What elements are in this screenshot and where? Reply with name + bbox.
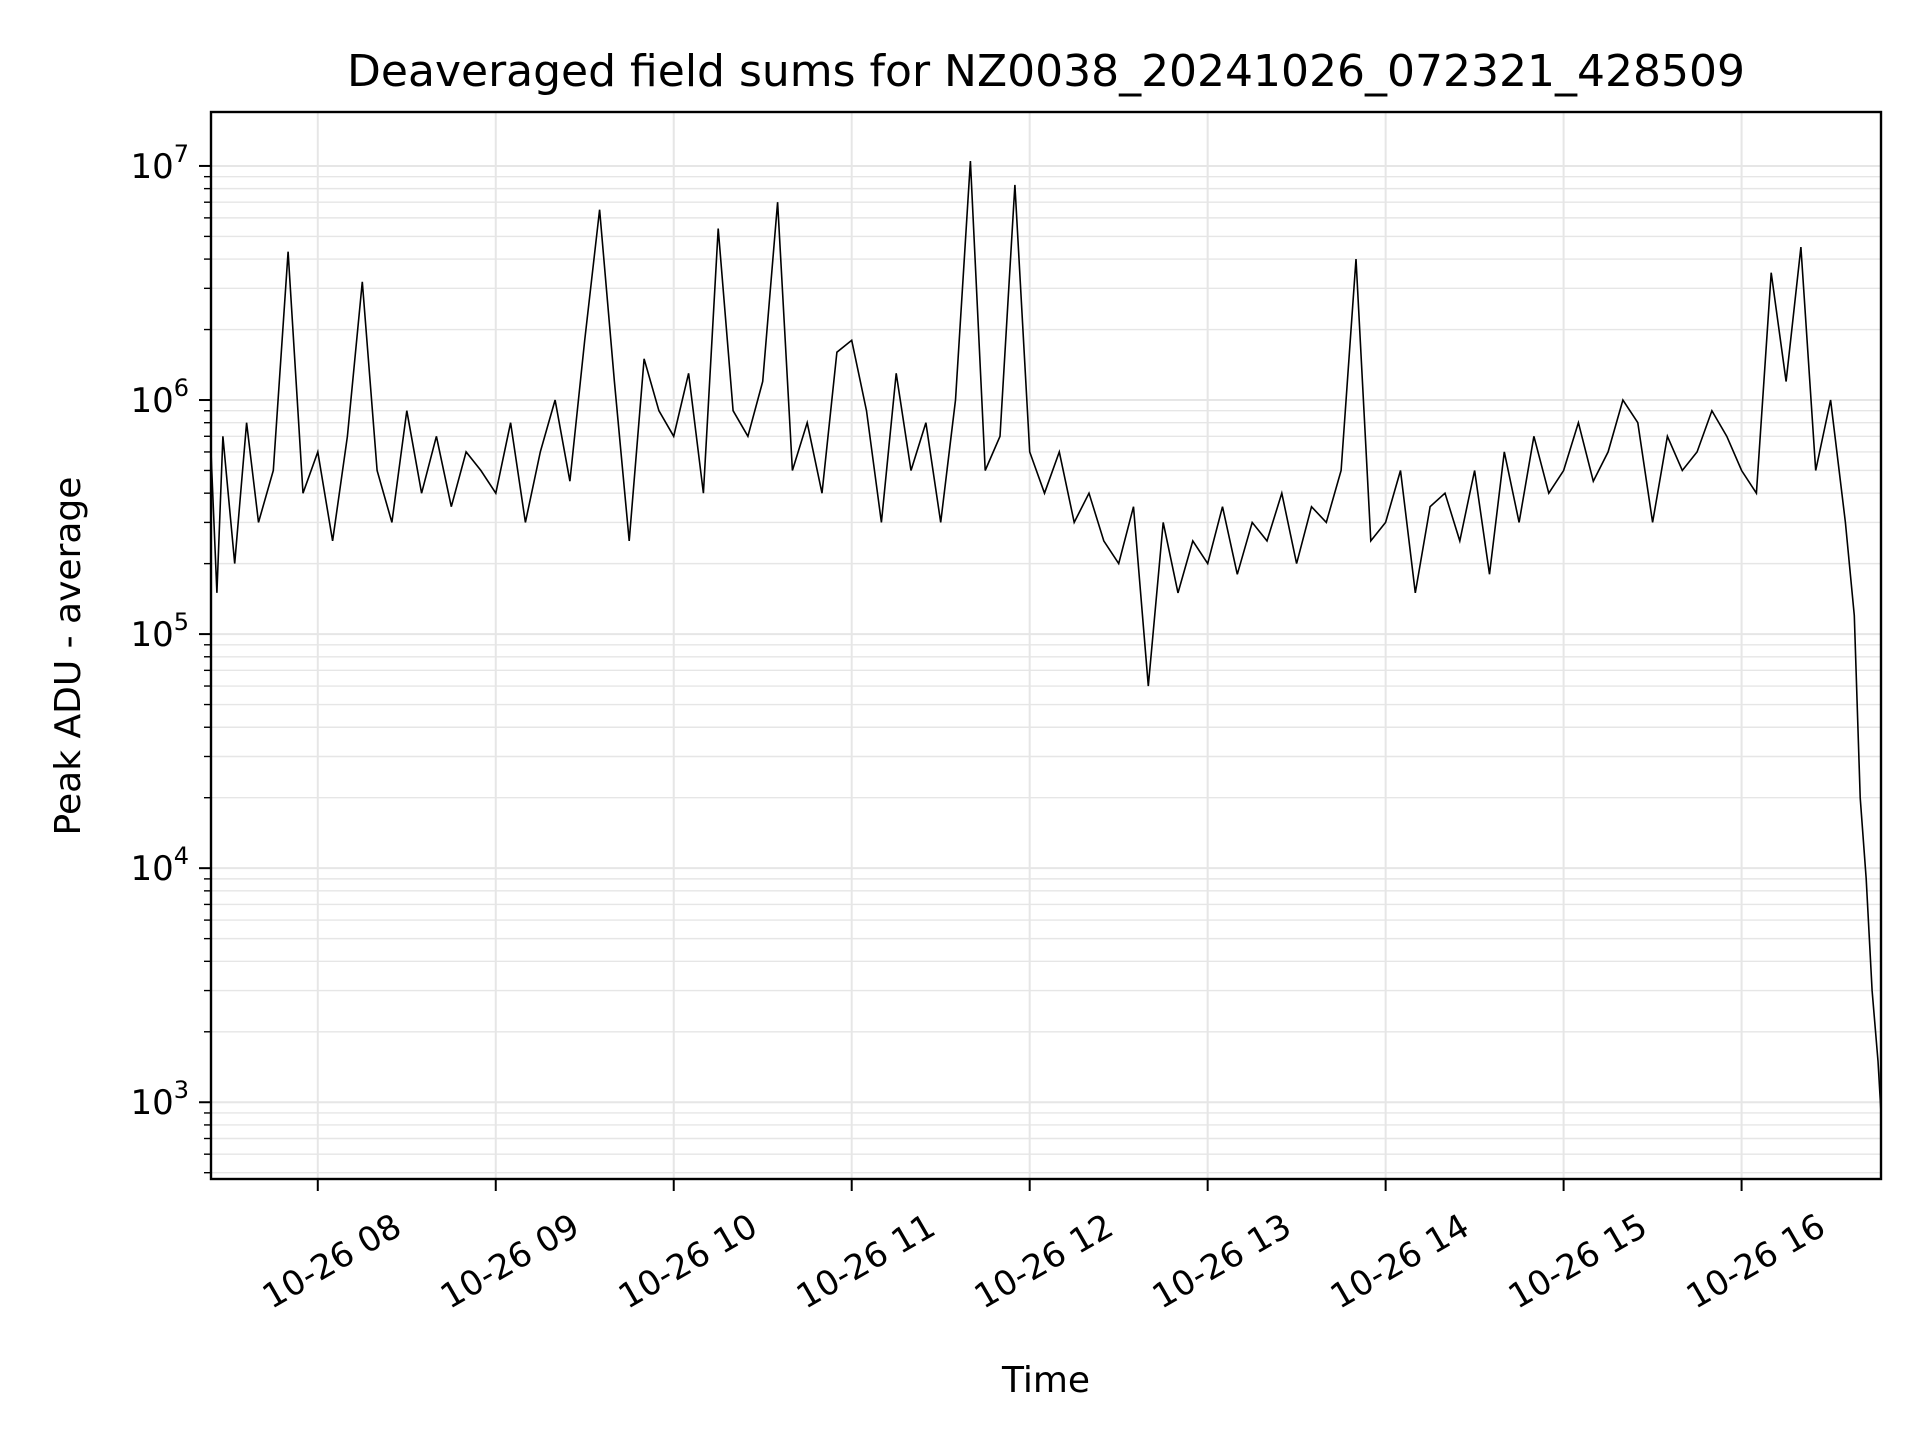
chart-title: Deaveraged field sums for NZ0038_2024102… — [347, 46, 1745, 97]
y-tick-label: 106 — [130, 374, 189, 421]
y-tick-label: 107 — [130, 140, 189, 187]
x-axis-label: Time — [1001, 1360, 1090, 1401]
y-tick-label: 103 — [130, 1076, 189, 1123]
grid — [211, 112, 1881, 1179]
y-axis-label: Peak ADU - average — [48, 477, 89, 836]
y-tick-label: 105 — [130, 608, 189, 655]
series-line — [210, 160, 1882, 1114]
y-tick-label: 104 — [130, 842, 189, 889]
